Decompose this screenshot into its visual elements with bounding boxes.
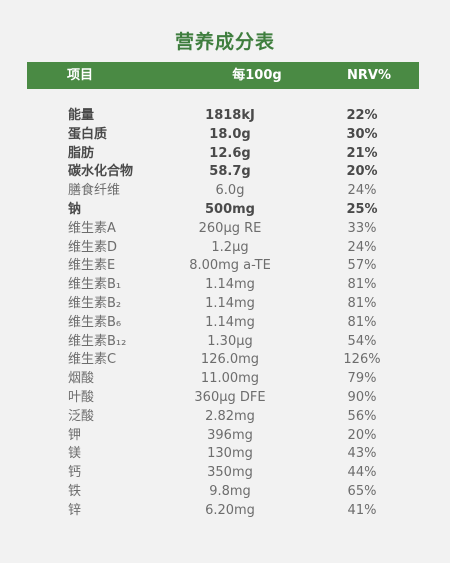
nutrient-name: 镁 xyxy=(68,446,82,462)
nutrient-value: 58.7g xyxy=(209,164,251,180)
nutrient-name: 钙 xyxy=(68,465,82,481)
table-row: 泛酸 2.82mg 56% xyxy=(0,408,450,427)
nutrient-nrv: 30% xyxy=(346,126,378,142)
table-row: 镁 130mg 43% xyxy=(0,445,450,464)
nutrient-nrv: 43% xyxy=(347,446,377,462)
table-row: 蛋白质 18.0g 30% xyxy=(0,126,450,145)
nutrient-value: 396mg xyxy=(207,427,253,443)
nutrient-name: 膳食纤维 xyxy=(68,183,121,199)
nutrient-name: 维生素B₂ xyxy=(68,295,122,311)
nutrient-name: 维生素B₁ xyxy=(68,277,122,293)
nutrient-nrv: 25% xyxy=(346,201,378,217)
table-row: 维生素B₂ 1.14mg 81% xyxy=(0,295,450,314)
nutrient-value: 360μg DFE xyxy=(194,389,266,405)
nutrient-name: 维生素C xyxy=(68,352,117,368)
nutrient-nrv: 126% xyxy=(343,352,381,368)
nutrient-name: 蛋白质 xyxy=(68,126,108,142)
nutrient-nrv: 22% xyxy=(346,108,378,123)
nutrient-value: 2.82mg xyxy=(205,408,255,424)
table-row: 维生素A 260μg RE 33% xyxy=(0,220,450,239)
nutrient-value: 6.0g xyxy=(215,183,245,199)
table-row: 钾 396mg 20% xyxy=(0,427,450,446)
table-row: 碳水化合物 58.7g 20% xyxy=(0,163,450,182)
nutrient-nrv: 54% xyxy=(347,333,377,349)
nutrient-name: 维生素A xyxy=(68,220,116,236)
nutrition-rows: 能量 1818kJ 22% 蛋白质 18.0g 30% 脂肪 12.6g 21% 碳水化合物 58.… xyxy=(0,107,450,521)
table-row: 膳食纤维 6.0g 24% xyxy=(0,182,450,201)
nutrient-value: 8.00mg a-TE xyxy=(189,258,271,274)
nutrient-name: 铁 xyxy=(68,483,82,499)
nutrient-nrv: 44% xyxy=(347,465,377,481)
nutrient-value: 1.14mg xyxy=(205,295,255,311)
table-row: 脂肪 12.6g 21% xyxy=(0,145,450,164)
nutrient-value: 12.6g xyxy=(209,145,251,161)
nutrient-nrv: 81% xyxy=(347,277,377,293)
nutrient-nrv: 81% xyxy=(347,295,377,311)
nutrient-value: 126.0mg xyxy=(200,352,260,368)
nutrient-name: 脂肪 xyxy=(68,145,95,161)
table-row: 锌 6.20mg 41% xyxy=(0,502,450,521)
nutrient-nrv: 90% xyxy=(347,389,377,405)
nutrient-nrv: 24% xyxy=(347,239,377,255)
table-row: 烟酸 11.00mg 79% xyxy=(0,370,450,389)
table-row: 维生素D 1.2μg 24% xyxy=(0,239,450,258)
nutrient-name: 锌 xyxy=(68,502,82,518)
table-row: 能量 1818kJ 22% xyxy=(0,107,450,126)
nutrient-name: 能量 xyxy=(68,108,95,123)
nutrient-name: 钾 xyxy=(68,427,82,443)
nutrient-nrv: 33% xyxy=(347,220,377,236)
nutrient-name: 维生素E xyxy=(68,258,116,274)
table-row: 维生素B₁₂ 1.30μg 54% xyxy=(0,333,450,352)
header-nrv: NRV% xyxy=(347,68,391,83)
nutrient-value: 260μg RE xyxy=(198,220,262,236)
table-row: 钙 350mg 44% xyxy=(0,464,450,483)
nutrient-value: 1.30μg xyxy=(207,333,253,349)
table-row: 钠 500mg 25% xyxy=(0,201,450,220)
table-row: 铁 9.8mg 65% xyxy=(0,483,450,502)
nutrient-name: 维生素B₆ xyxy=(68,314,122,330)
nutrient-name: 叶酸 xyxy=(68,389,95,405)
nutrient-name: 泛酸 xyxy=(68,408,95,424)
nutrient-nrv: 79% xyxy=(347,371,377,387)
nutrient-value: 1.14mg xyxy=(205,277,255,293)
nutrient-value: 18.0g xyxy=(209,126,251,142)
nutrient-name: 钠 xyxy=(68,201,82,217)
table-row: 维生素E 8.00mg a-TE 57% xyxy=(0,257,450,276)
nutrient-nrv: 20% xyxy=(347,427,377,443)
nutrient-value: 11.00mg xyxy=(200,371,260,387)
nutrient-value: 350mg xyxy=(207,465,253,481)
table-row: 维生素B₁ 1.14mg 81% xyxy=(0,276,450,295)
nutrient-nrv: 21% xyxy=(346,145,378,161)
header-item: 项目 xyxy=(67,68,94,83)
table-header: 项目 每100g NRV% xyxy=(27,62,419,89)
nutrient-nrv: 57% xyxy=(347,258,377,274)
nutrient-value: 1.2μg xyxy=(211,239,249,255)
nutrient-nrv: 65% xyxy=(347,483,377,499)
nutrient-name: 烟酸 xyxy=(68,371,95,387)
nutrient-value: 1.14mg xyxy=(205,314,255,330)
table-title: 营养成分表 xyxy=(174,31,275,53)
header-per-100g: 每100g xyxy=(232,68,282,83)
table-row: 维生素B₆ 1.14mg 81% xyxy=(0,314,450,333)
nutrient-name: 维生素D xyxy=(68,239,118,255)
nutrient-nrv: 81% xyxy=(347,314,377,330)
nutrient-nrv: 24% xyxy=(347,183,377,199)
nutrient-value: 9.8mg xyxy=(209,483,251,499)
nutrient-value: 130mg xyxy=(207,446,253,462)
nutrient-nrv: 20% xyxy=(346,164,378,180)
nutrient-nrv: 41% xyxy=(347,502,377,518)
nutrient-value: 1818kJ xyxy=(205,108,255,123)
nutrient-name: 维生素B₁₂ xyxy=(68,333,127,349)
nutrient-value: 500mg xyxy=(205,201,255,217)
nutrient-name: 碳水化合物 xyxy=(68,164,134,180)
table-row: 叶酸 360μg DFE 90% xyxy=(0,389,450,408)
table-row: 维生素C 126.0mg 126% xyxy=(0,351,450,370)
nutrient-nrv: 56% xyxy=(347,408,377,424)
nutrient-value: 6.20mg xyxy=(205,502,255,518)
